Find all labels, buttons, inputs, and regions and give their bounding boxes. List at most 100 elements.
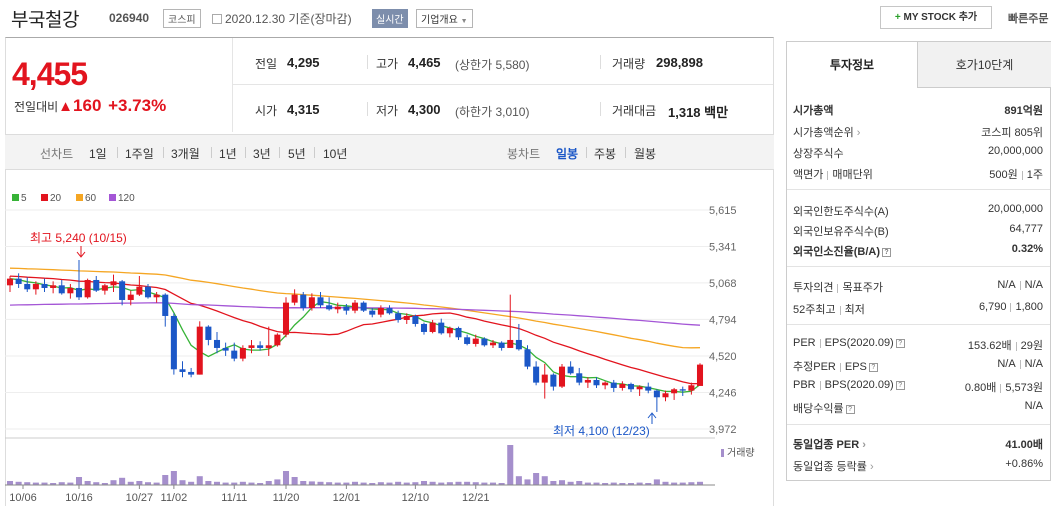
candle [567,361,574,375]
legend-ma120: 120 [109,193,135,204]
divider [211,147,212,158]
help-icon[interactable]: ? [868,362,878,372]
my-stock-add-button[interactable]: + MY STOCK 추가 [880,6,992,29]
help-icon[interactable]: ? [882,247,891,257]
divider [117,147,118,158]
tab-invest-info[interactable]: 투자정보 [787,42,918,88]
divider [600,102,601,116]
foreign-ratio-value: 0.32% [1011,243,1043,255]
quick-order-button[interactable]: 빠른주문 [1008,13,1049,25]
volume-bar [533,473,540,485]
volume-bar [662,481,669,485]
tab-period-1d[interactable]: 1일 [89,147,107,161]
chevron-right-icon: › [862,439,866,451]
tab-period-5y[interactable]: 5년 [288,147,306,161]
volume-bar [602,483,609,485]
candle [377,305,384,318]
volume-bar [412,482,419,485]
volume-legend-swatch [721,449,724,457]
volume-bar [429,481,436,485]
realtime-button[interactable]: 실시간 [372,9,408,28]
y-tick-label: 4,794 [709,314,737,326]
volume-bar [688,482,695,485]
market-cap-rank-value: 코스피 805위 [981,127,1043,139]
sector-change-link[interactable]: 동일업종 등락률 › [793,461,874,473]
company-info-dropdown[interactable]: 기업개요 ▼ [416,9,473,28]
volume-bar [610,482,617,485]
tab-period-3y[interactable]: 3년 [253,147,271,161]
help-icon[interactable]: ? [895,338,905,348]
candle [110,274,117,292]
candle [93,275,100,292]
volume-bar [343,482,350,485]
candle [41,278,48,292]
tab-period-1w[interactable]: 1주일 [125,147,154,161]
sector-per-link[interactable]: 동일업종 PER › [793,439,866,451]
price-summary [5,38,233,132]
candle [265,326,272,356]
volume-bar [326,482,333,485]
tab-candle-weekly[interactable]: 주봉 [594,147,617,161]
volume-bar [179,480,186,485]
volume-bar [282,471,290,485]
volume-bar [696,481,704,485]
divider [600,55,601,69]
upper-limit: (상한가 5,580) [455,58,530,72]
help-icon[interactable]: ? [895,380,905,390]
price-chart[interactable]: 5,615 5,341 5,068 4,794 4,520 4,246 3,972 10/0… [0,0,775,506]
candle [558,363,566,388]
divider [787,324,1050,325]
candle [464,334,471,346]
y-tick-label: 5,615 [709,205,737,217]
per-eps-label: PER EPS(2020.09)? [793,337,905,349]
volume-bar [395,481,402,485]
tab-orderbook[interactable]: 호가10단계 [918,42,1051,88]
tab-period-1y[interactable]: 1년 [219,147,237,161]
candle [308,293,315,311]
volume-bar [196,476,203,485]
candle [369,307,376,318]
volume-bar [403,482,410,485]
amount-label: 거래대금 [612,104,657,118]
foreign-holding-label: 외국인보유주식수(B) [793,226,889,238]
tab-period-10y[interactable]: 10년 [323,147,348,161]
volume-bar [619,483,626,485]
help-icon[interactable]: ? [845,404,855,414]
volume-bar [438,482,445,485]
candle [429,319,436,334]
volume-bar [498,483,505,485]
volume-bar [464,481,471,485]
volume-bar [584,482,591,485]
tab-period-3m[interactable]: 3개월 [171,147,200,161]
x-axis-ticks: 10/06 10/16 10/27 11/02 11/11 11/20 12/01 12/10… [9,485,490,504]
tab-candle-daily[interactable]: 일봉 [556,147,579,161]
candle [50,281,57,294]
candle [541,363,548,399]
y-tick-label: 5,068 [709,278,737,290]
market-cap-rank-link[interactable]: 시가총액순위 › [793,127,861,139]
candle [524,345,531,370]
candle [507,294,514,348]
candle [386,305,393,315]
high-annotation: 최고 5,240 (10/15) [30,231,127,245]
52w-range-label: 52주최고 최저 [793,304,865,316]
calendar-icon [212,14,222,24]
candle [395,310,402,323]
legend-ma5: 5 [12,193,27,204]
volume-bar [455,481,462,485]
candle [205,325,212,346]
x-tick-label: 10/27 [126,492,154,504]
candle [274,333,281,347]
volume-bar [75,477,83,485]
candle-chart-label[interactable]: 봉차트 [507,147,541,161]
candle [602,381,609,390]
candle [455,326,462,340]
divider [787,424,1050,425]
tab-candle-monthly[interactable]: 월봉 [634,147,657,161]
par-value-label: 액면가 매매단위 [793,169,873,181]
volume-bar [67,482,74,485]
line-chart-label[interactable]: 선차트 [40,147,74,161]
candle [671,387,678,400]
main-panel [5,37,774,506]
high-value: 4,465 [408,55,441,70]
